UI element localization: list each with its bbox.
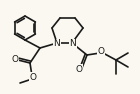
Text: O: O [97, 47, 104, 56]
Text: N: N [70, 39, 76, 49]
Text: O: O [11, 55, 18, 64]
Text: N: N [54, 39, 60, 49]
Text: O: O [75, 64, 82, 74]
Text: O: O [30, 72, 37, 81]
